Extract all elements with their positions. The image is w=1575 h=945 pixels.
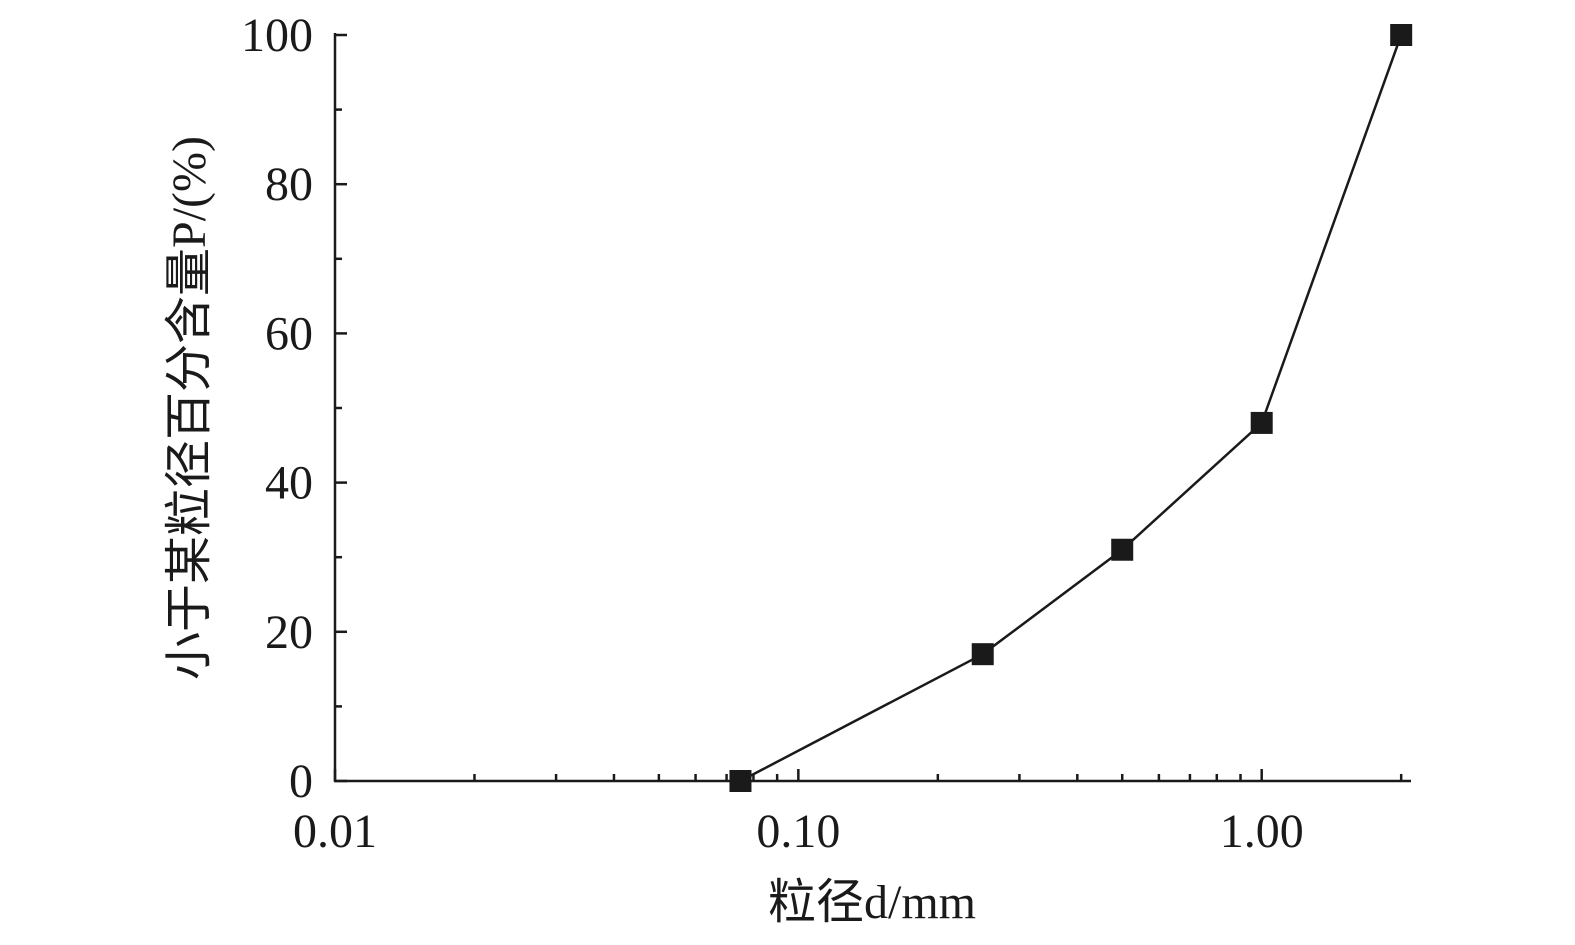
y-tick-label: 80 [265,158,313,211]
y-tick-label: 100 [241,9,313,62]
data-point [1250,411,1273,434]
x-axis-label: 粒径d/mm [768,876,976,929]
data-point [729,770,752,792]
x-tick-label: 0.01 [293,805,377,858]
data-point [971,643,994,666]
x-tick-label: 1.00 [1220,805,1304,858]
y-axis-label: 小于某粒径百分含量P/(%) [163,136,216,680]
y-tick-label: 0 [289,755,313,808]
x-tick-label: 0.10 [756,805,840,858]
data-line [739,34,1403,783]
y-tick-label: 40 [265,457,313,510]
data-point [1390,24,1413,46]
y-tick-label: 60 [265,307,313,360]
y-tick-label: 20 [265,606,313,659]
data-point [1111,538,1134,561]
